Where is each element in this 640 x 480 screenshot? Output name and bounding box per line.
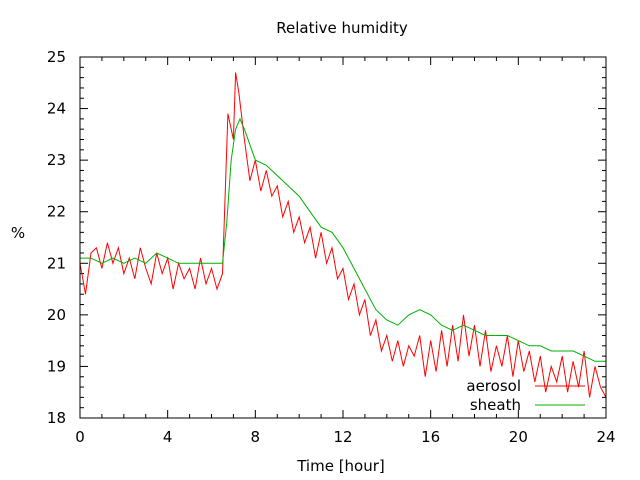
x-tick-label: 8 (251, 428, 261, 446)
y-tick-label: 20 (47, 306, 66, 324)
y-tick-label: 22 (47, 203, 66, 221)
y-tick-label: 21 (47, 254, 66, 272)
x-axis-label: Time [hour] (296, 457, 385, 475)
legend-label-aerosol: aerosol (466, 377, 521, 395)
x-tick-label: 0 (75, 428, 85, 446)
y-tick-label: 25 (47, 48, 66, 66)
y-tick-label: 24 (47, 100, 66, 118)
legend-label-sheath: sheath (470, 396, 521, 414)
series-line-sheath (80, 117, 606, 362)
y-tick-label: 18 (47, 409, 66, 427)
x-tick-label: 12 (333, 428, 352, 446)
plot-frame (79, 56, 607, 419)
x-tick-label: 4 (163, 428, 173, 446)
y-axis-label: % (11, 224, 25, 242)
series-line-aerosol (79, 72, 607, 398)
x-tick-label: 24 (596, 428, 615, 446)
y-tick-label: 19 (47, 357, 66, 375)
y-tick-label: 23 (47, 151, 66, 169)
x-tick-label: 20 (509, 428, 528, 446)
axis-ticks: 0 4 8 12 16 20 24 18 19 20 21 22 23 24 25 (47, 48, 616, 446)
x-tick-label: 16 (421, 428, 440, 446)
plot-series (79, 72, 607, 398)
chart-title: Relative humidity (276, 19, 408, 37)
